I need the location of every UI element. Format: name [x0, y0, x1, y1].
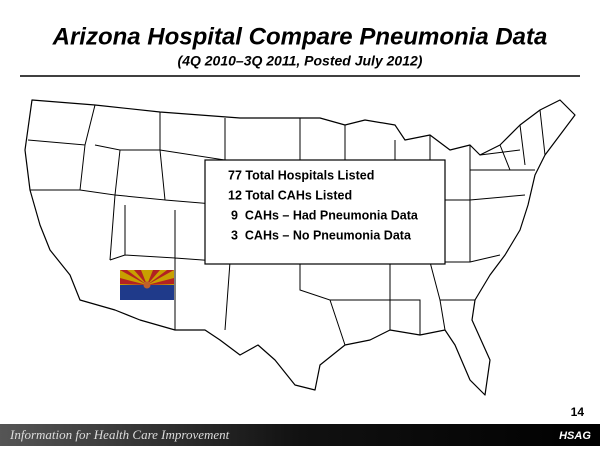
info-line: 12 Total CAHs Listed [228, 188, 352, 202]
info-line: 9 CAHs – Had Pneumonia Data [231, 208, 419, 222]
subtitle: (4Q 2010–3Q 2011, Posted July 2012) [178, 53, 423, 69]
page-number: 14 [571, 405, 585, 419]
info-line: 77 Total Hospitals Listed [228, 168, 374, 182]
title: Arizona Hospital Compare Pneumonia Data [52, 23, 548, 50]
footer-tagline: Information for Health Care Improvement [9, 427, 230, 442]
info-line: 3 CAHs – No Pneumonia Data [231, 228, 412, 242]
footer-bar [0, 424, 600, 446]
info-box [204, 159, 446, 265]
footer-logo: HSAG [559, 430, 591, 442]
arizona-flag [120, 270, 174, 300]
